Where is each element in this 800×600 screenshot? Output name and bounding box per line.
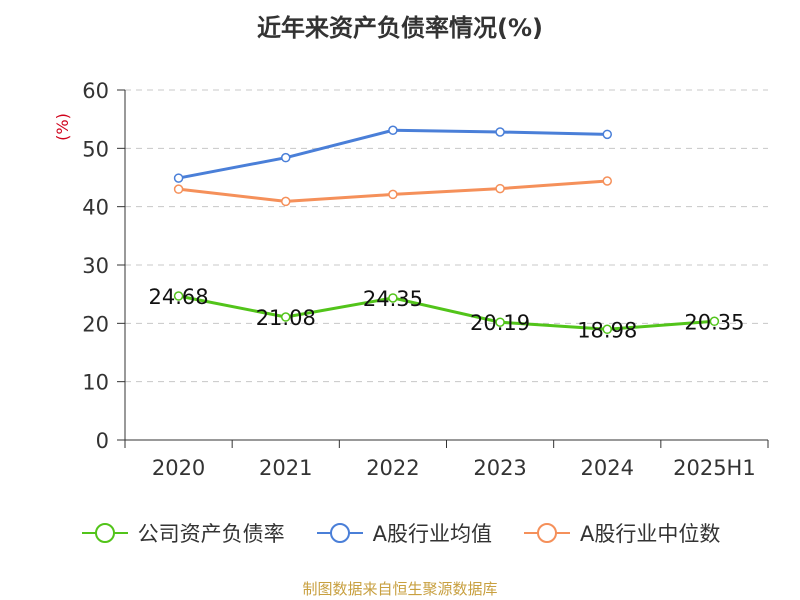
axes: 0 10 20 30 40 50 60 2020 2021 2022 2023 2024 2025H1 (…: [53, 79, 769, 480]
legend: 公司资产负债率 A股行业均值 A股行业中位数: [0, 518, 800, 548]
x-tick-label: 2022: [366, 456, 419, 480]
x-tick-label: 2023: [473, 456, 526, 480]
legend-label: A股行业中位数: [580, 522, 721, 546]
y-tick-label: 0: [96, 429, 109, 453]
data-point: [388, 189, 398, 200]
y-axis-label: (%): [53, 113, 72, 141]
data-point: [173, 291, 184, 301]
source-note: 制图数据来自恒生聚源数据库: [302, 580, 498, 598]
legend-swatch: [524, 523, 570, 543]
data-label: 20.19: [470, 311, 530, 335]
y-tick-label: 60: [82, 79, 109, 103]
y-tick-label: 20: [82, 312, 109, 336]
data-point: [173, 173, 184, 183]
data-label: 24.68: [149, 285, 209, 309]
legend-swatch: [81, 523, 128, 543]
legend-label: A股行业均值: [372, 522, 492, 546]
x-tick-label: 2020: [152, 456, 205, 480]
legend-swatch-marker: [537, 523, 557, 543]
data-point: [495, 317, 505, 327]
x-tick-label: 2021: [259, 456, 312, 480]
data-point: [709, 316, 720, 327]
data-point: [388, 125, 398, 135]
data-point: [602, 129, 612, 140]
grid-lines: [125, 89, 768, 383]
data-point: [281, 152, 291, 163]
y-tick-label: 10: [82, 371, 109, 395]
series-line: [178, 294, 715, 331]
data-point: [495, 183, 505, 194]
legend-label: 公司资产负债率: [137, 522, 285, 546]
legend-item: 公司资产负债率: [80, 518, 285, 548]
y-tick-label: 50: [82, 137, 109, 161]
data-point: [281, 196, 291, 207]
y-tick-label: 30: [82, 254, 109, 278]
series-line: [178, 128, 608, 180]
data-label: 18.98: [577, 318, 637, 342]
legend-swatch-marker: [329, 523, 350, 543]
data-label: 20.35: [684, 310, 744, 334]
chart-title: 近年来资产负债率情况(%): [257, 14, 543, 42]
data-point: [495, 127, 505, 137]
data-point: [173, 184, 184, 194]
data-point: [281, 312, 291, 322]
data-labels: 24.68 21.08 24.35 20.19 18.98 20.35: [149, 285, 745, 342]
data-label: 21.08: [256, 306, 316, 330]
legend-item: A股行业中位数: [522, 518, 720, 548]
legend-swatch-marker: [94, 523, 115, 543]
data-point: [388, 293, 398, 303]
legend-swatch: [316, 523, 363, 543]
y-tick-label: 40: [82, 196, 109, 220]
x-tick-label: 2025H1: [673, 456, 756, 480]
data-point: [602, 176, 612, 186]
x-tick-label: 2024: [581, 456, 634, 480]
series-lines: [173, 125, 720, 335]
data-point: [602, 324, 612, 335]
data-label: 24.35: [363, 287, 423, 311]
legend-item: A股行业均值: [315, 518, 492, 548]
